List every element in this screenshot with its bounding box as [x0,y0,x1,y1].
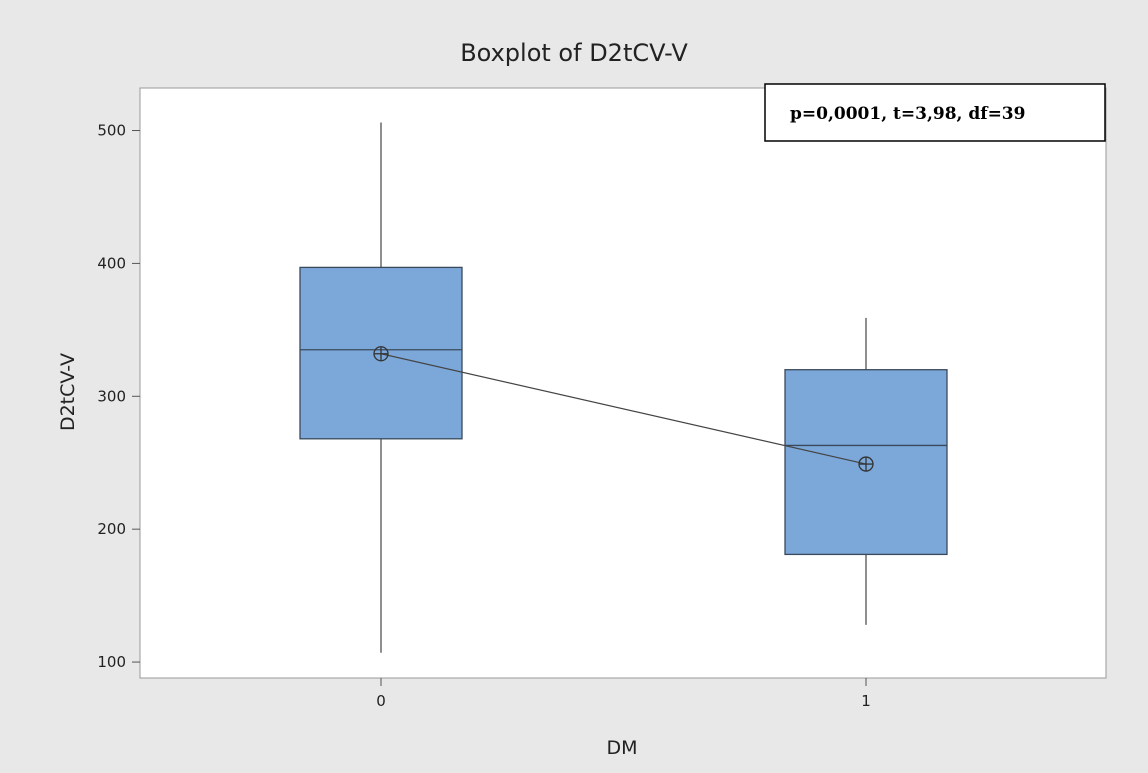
boxes-group [299,122,948,653]
mean-markers-group [373,346,874,472]
y-tick-label: 400 [97,254,126,272]
y-tick-label: 100 [97,653,126,671]
y-tick-label: 300 [97,387,126,405]
x-axis-label: DM [606,737,637,759]
x-tick-label: 0 [376,692,386,710]
y-tick-label: 200 [97,520,126,538]
mean-connect-group [380,353,867,465]
stats-annotation: p=0,0001, t=3,98, df=39 [764,83,1106,142]
mean-marker [858,456,874,472]
chart-title: Boxplot of D2tCV-V [460,39,688,67]
plot-area [139,87,1107,679]
y-axis-label: D2tCV-V [57,353,79,431]
mean-marker [373,346,389,362]
stats-box [764,83,1106,142]
y-tick-label: 500 [97,122,126,140]
y-axis: 100 200 300 400 500 [97,122,140,671]
mean-connect-line [380,353,867,465]
x-tick-label: 1 [861,692,871,710]
stats-text: p=0,0001, t=3,98, df=39 [790,104,1025,124]
